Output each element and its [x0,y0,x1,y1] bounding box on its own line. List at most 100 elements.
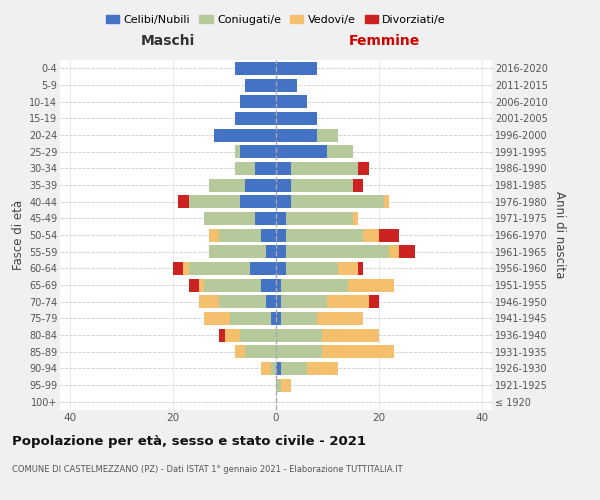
Bar [204,212,256,225]
Bar [260,278,276,291]
Bar [214,128,276,141]
Bar [317,312,364,325]
Bar [276,162,292,175]
Text: Popolazione per età, sesso e stato civile - 2021: Popolazione per età, sesso e stato civil… [12,435,366,448]
Bar [188,195,240,208]
Bar [286,245,389,258]
Bar [220,295,266,308]
Bar [245,178,276,192]
Bar [276,178,292,192]
Bar [220,228,260,241]
Bar [276,278,281,291]
Bar [286,212,353,225]
Bar [188,278,199,291]
Bar [240,145,276,158]
Bar [204,312,230,325]
Bar [276,378,281,392]
Bar [286,262,338,275]
Y-axis label: Fasce di età: Fasce di età [11,200,25,270]
Bar [256,212,276,225]
Bar [348,278,394,291]
Bar [286,228,364,241]
Text: COMUNE DI CASTELMEZZANO (PZ) - Dati ISTAT 1° gennaio 2021 - Elaborazione TUTTITA: COMUNE DI CASTELMEZZANO (PZ) - Dati ISTA… [12,465,403,474]
Bar [276,95,307,108]
Bar [328,145,353,158]
Bar [240,195,276,208]
Bar [338,262,358,275]
Bar [235,162,256,175]
Text: Maschi: Maschi [141,34,195,48]
Bar [220,328,224,342]
Bar [358,262,364,275]
Bar [281,362,307,375]
Legend: Celibi/Nubili, Coniugati/e, Vedovi/e, Divorziati/e: Celibi/Nubili, Coniugati/e, Vedovi/e, Di… [101,10,451,29]
Bar [276,145,328,158]
Bar [199,278,204,291]
Bar [276,128,317,141]
Bar [322,328,379,342]
Bar [204,278,260,291]
Bar [281,295,328,308]
Bar [276,295,281,308]
Bar [240,95,276,108]
Bar [368,295,379,308]
Bar [317,128,338,141]
Bar [235,345,245,358]
Bar [292,162,358,175]
Bar [276,245,286,258]
Bar [266,295,276,308]
Bar [188,262,250,275]
Text: Femmine: Femmine [349,34,419,48]
Bar [276,312,281,325]
Bar [209,228,220,241]
Bar [276,62,317,75]
Bar [271,312,276,325]
Bar [178,195,188,208]
Bar [235,112,276,125]
Bar [271,362,276,375]
Bar [276,212,286,225]
Bar [209,245,266,258]
Bar [389,245,400,258]
Bar [276,362,281,375]
Bar [276,328,322,342]
Bar [260,228,276,241]
Bar [209,178,245,192]
Bar [322,345,394,358]
Bar [281,312,317,325]
Bar [358,162,368,175]
Bar [250,262,276,275]
Bar [379,228,400,241]
Bar [240,328,276,342]
Bar [292,195,384,208]
Bar [256,162,276,175]
Bar [328,295,368,308]
Bar [276,112,317,125]
Y-axis label: Anni di nascita: Anni di nascita [553,192,566,278]
Bar [364,228,379,241]
Bar [276,345,322,358]
Bar [276,78,296,92]
Bar [245,345,276,358]
Bar [353,212,358,225]
Bar [260,362,271,375]
Bar [384,195,389,208]
Bar [224,328,240,342]
Bar [292,178,353,192]
Bar [400,245,415,258]
Bar [276,195,292,208]
Bar [199,295,220,308]
Bar [235,145,240,158]
Bar [276,228,286,241]
Bar [281,278,348,291]
Bar [276,262,286,275]
Bar [245,78,276,92]
Bar [353,178,364,192]
Bar [235,62,276,75]
Bar [184,262,188,275]
Bar [266,245,276,258]
Bar [230,312,271,325]
Bar [173,262,184,275]
Bar [307,362,338,375]
Bar [281,378,292,392]
